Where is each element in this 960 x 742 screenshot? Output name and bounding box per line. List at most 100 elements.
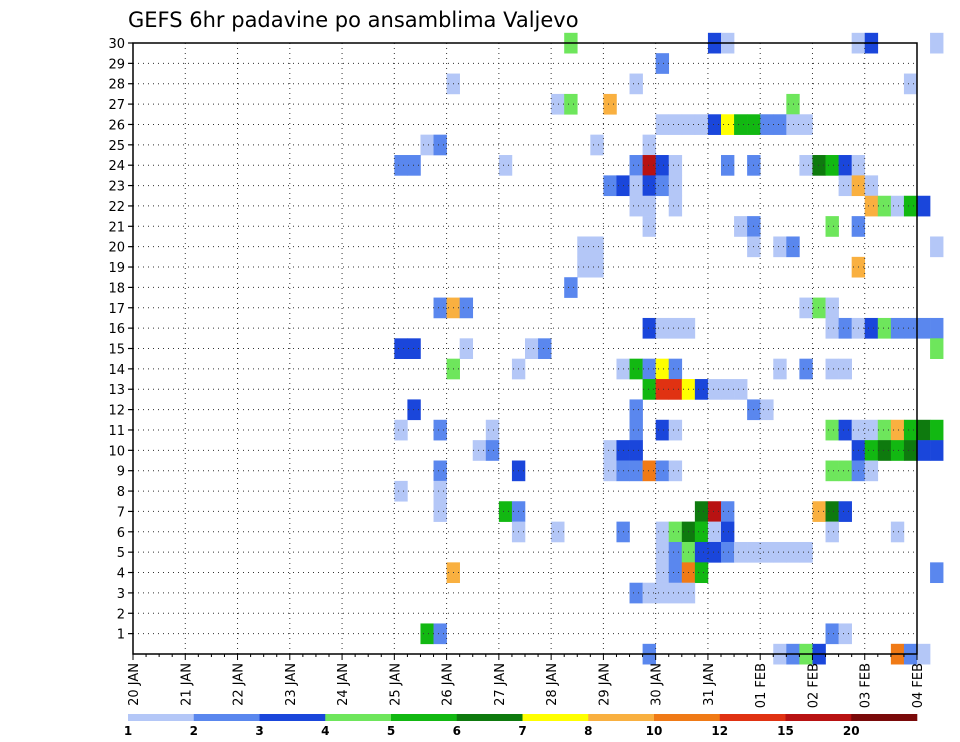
x-tick-label: 21 JAN [179, 663, 194, 706]
heatmap-cell [930, 440, 944, 461]
heatmap-cell [459, 297, 474, 319]
heatmap-cell [629, 155, 643, 176]
heatmap-cell [590, 256, 604, 278]
heatmap-cell [629, 195, 643, 217]
heatmap-cell [825, 216, 839, 237]
heatmap-cell [642, 175, 656, 197]
heatmap-cell [825, 317, 839, 339]
heatmap-cell [642, 460, 656, 482]
colorbar-label: 2 [190, 724, 198, 738]
y-tick-label: 3 [117, 587, 125, 602]
heatmap-cell [864, 195, 879, 217]
heatmap-cell [760, 114, 774, 135]
heatmap-cell [734, 114, 748, 135]
heatmap-cell [629, 73, 643, 95]
y-tick-label: 22 [108, 200, 125, 215]
heatmap-cell [903, 440, 918, 461]
x-tick-label: 23 JAN [284, 663, 299, 706]
colorbar-label: 8 [584, 724, 592, 738]
heatmap-cell [655, 521, 670, 543]
heatmap-cell [707, 521, 722, 543]
heatmap-cell [812, 297, 826, 319]
heatmap-cell [917, 419, 931, 441]
heatmap-cell [525, 338, 539, 359]
heatmap-cell [642, 155, 656, 176]
heatmap-cell [838, 358, 852, 380]
heatmap-cell [629, 440, 643, 461]
heatmap-cell [734, 216, 748, 237]
heatmap-cell [459, 338, 474, 359]
heatmap-cell [603, 93, 617, 115]
heatmap-cell [642, 358, 656, 380]
heatmap-cell [838, 155, 852, 176]
heatmap-cell [721, 155, 735, 176]
heatmap-cell [864, 175, 879, 197]
y-tick-label: 6 [117, 526, 125, 541]
heatmap-cell [629, 582, 643, 604]
colorbar-label: 3 [255, 724, 263, 738]
y-tick-label: 23 [108, 180, 125, 195]
heatmap-cell [825, 297, 839, 319]
heatmap-cell [629, 399, 643, 421]
x-tick-label: 31 JAN [702, 663, 717, 706]
colorbar-label: 15 [777, 724, 794, 738]
heatmap-cell [838, 460, 852, 482]
x-tick-label: 24 JAN [336, 663, 351, 706]
x-tick-label: 03 FEB [859, 663, 874, 708]
colorbar-label: 7 [518, 724, 526, 738]
colorbar-swatch [851, 714, 918, 721]
heatmap-cell [812, 501, 826, 522]
heatmap-cell [629, 460, 643, 482]
heatmap-cell [694, 521, 709, 543]
heatmap-cell [877, 317, 892, 339]
heatmap-cell [590, 134, 604, 156]
heatmap-cell [655, 175, 670, 197]
heatmap-cell [642, 379, 656, 400]
heatmap-cell [721, 541, 735, 563]
heatmap-cell [825, 419, 839, 441]
colorbar-swatch [391, 714, 458, 721]
heatmap-cell [433, 297, 447, 319]
heatmap-cell [864, 460, 879, 482]
heatmap-cell [930, 317, 944, 339]
x-tick-label: 22 JAN [232, 663, 247, 706]
heatmap-cell [642, 216, 656, 237]
y-tick-label: 18 [108, 281, 125, 296]
heatmap-cell [655, 53, 670, 74]
heatmap-cell [734, 541, 748, 563]
heatmap-cell [394, 155, 408, 176]
heatmap-cell [773, 358, 787, 380]
heatmap-cell [721, 379, 735, 400]
heatmap-cell [668, 379, 683, 400]
heatmap-cell [668, 419, 683, 441]
heatmap-cell [799, 358, 813, 380]
heatmap-cell [825, 155, 839, 176]
heatmap-cell [655, 358, 670, 380]
heatmap-cell [655, 155, 670, 176]
heatmap-cell [707, 501, 722, 522]
heatmap-cell [394, 419, 408, 441]
y-tick-label: 10 [108, 444, 125, 459]
heatmap-cell [799, 114, 813, 135]
heatmap-cell [760, 399, 774, 421]
x-tick-label: 02 FEB [806, 663, 821, 708]
heatmap-cell [825, 623, 839, 645]
heatmap-cell [655, 541, 670, 563]
heatmap-cell [838, 175, 852, 197]
heatmap-cell [903, 195, 918, 217]
x-tick-label: 28 JAN [545, 663, 560, 706]
heatmap-cell [668, 521, 683, 543]
heatmap-cell [655, 582, 670, 604]
heatmap-cell [655, 317, 670, 339]
heatmap-cell [551, 93, 565, 115]
y-tick-label: 2 [117, 607, 125, 622]
y-tick-label: 7 [117, 505, 125, 520]
heatmap-cell [917, 643, 931, 665]
y-tick-label: 1 [117, 628, 125, 643]
y-tick-label: 16 [108, 322, 125, 337]
x-tick-label: 26 JAN [441, 663, 456, 706]
colorbar-swatch [785, 714, 852, 721]
heatmap-cell [668, 155, 683, 176]
heatmap-cell [707, 541, 722, 563]
heatmap-cell [773, 236, 787, 258]
